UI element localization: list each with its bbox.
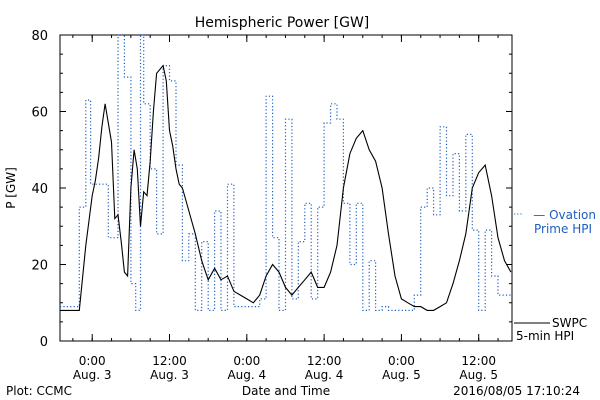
legend-label-ovation-line2: Prime HPI <box>534 222 592 236</box>
y-axis: 0 20 40 60 80 <box>31 29 512 350</box>
y-tick-label: 40 <box>31 182 48 197</box>
x-tick-label-date: Aug. 5 <box>459 368 498 382</box>
chart-title: Hemispheric Power [GW] <box>195 15 370 31</box>
y-tick-label: 80 <box>31 29 48 44</box>
y-tick-label: 60 <box>31 106 48 121</box>
x-axis-label: Date and Time <box>242 384 330 398</box>
x-tick-label-date: Aug. 4 <box>227 368 266 382</box>
series-swpc-5min-hpi <box>60 64 512 311</box>
y-axis-label: P [GW] <box>4 167 18 209</box>
x-tick-label-time: 12:00 <box>152 354 187 368</box>
x-tick-label-date: Aug. 4 <box>305 368 344 382</box>
x-tick-label-time: 0:00 <box>79 354 106 368</box>
x-tick-label-date: Aug. 3 <box>73 368 112 382</box>
y-tick-label: 20 <box>31 259 48 274</box>
plot-source: Plot: CCMC <box>6 384 72 398</box>
series-ovation-prime-hpi <box>60 34 512 311</box>
plot-frame <box>59 34 513 342</box>
legend-label-ovation: — Ovation <box>533 208 596 222</box>
legend-label-swpc-line2: 5-min HPI <box>516 329 574 343</box>
x-tick-label-time: 0:00 <box>388 354 415 368</box>
plot-area <box>59 34 513 342</box>
legend-label-swpc: SWPC <box>552 316 587 330</box>
series-layer <box>60 34 512 311</box>
x-tick-label-date: Aug. 3 <box>150 368 189 382</box>
x-tick-label-date: Aug. 5 <box>382 368 421 382</box>
x-tick-label-time: 12:00 <box>307 354 342 368</box>
y-tick-label: 0 <box>40 335 48 350</box>
x-tick-label-time: 12:00 <box>461 354 496 368</box>
plot-timestamp: 2016/08/05 17:10:24 <box>453 384 580 398</box>
x-tick-label-time: 0:00 <box>233 354 260 368</box>
